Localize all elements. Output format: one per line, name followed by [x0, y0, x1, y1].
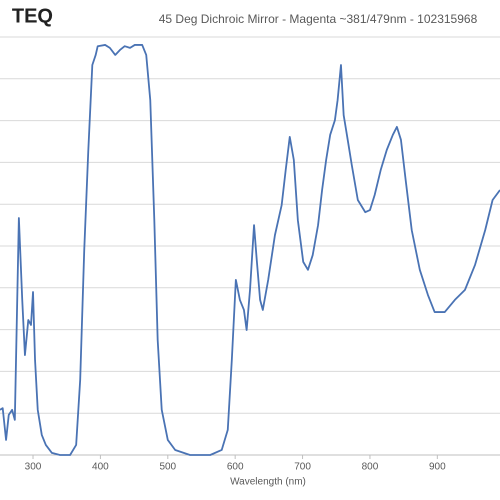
- x-tick-label: 600: [227, 462, 244, 473]
- x-axis-label: Wavelength (nm): [230, 477, 306, 488]
- x-tick-label: 900: [429, 462, 446, 473]
- chart-title: 45 Deg Dichroic Mirror - Magenta ~381/47…: [159, 12, 478, 26]
- x-tick-label: 700: [294, 462, 311, 473]
- logo: TEQ: [12, 5, 53, 27]
- x-tick-label: 400: [92, 462, 109, 473]
- series-line: [0, 44, 500, 456]
- x-tick-label: 800: [362, 462, 379, 473]
- x-tick-label: 500: [159, 462, 176, 473]
- x-tick-label: 300: [25, 462, 42, 473]
